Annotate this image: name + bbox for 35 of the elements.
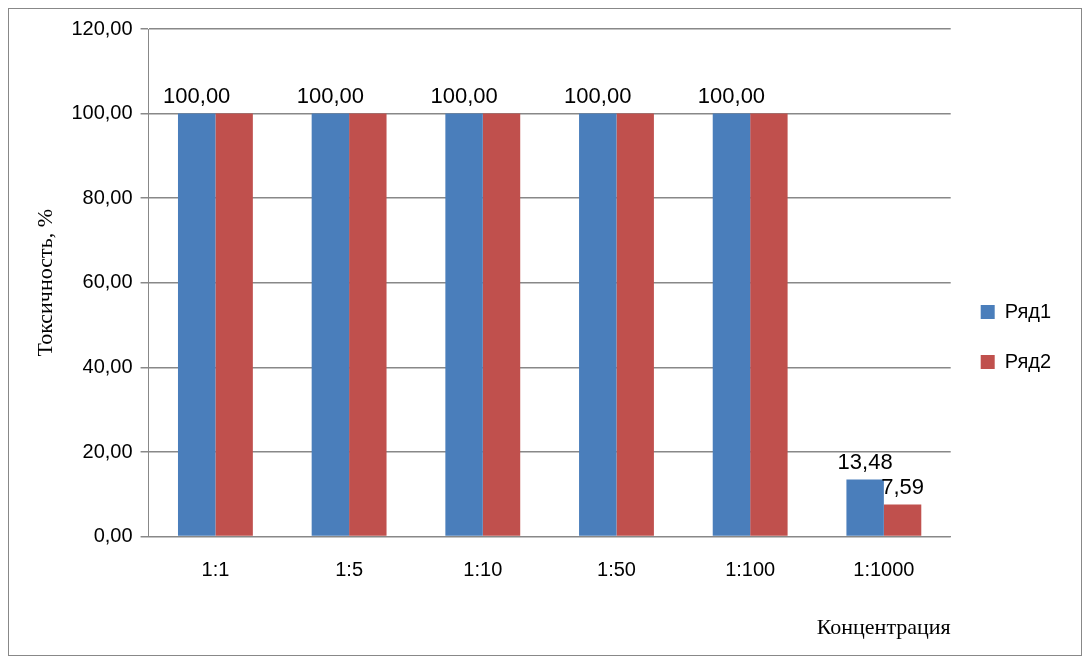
- y-tick-label: 40,00: [82, 354, 133, 377]
- bar: [311, 113, 350, 536]
- y-tick-label: 100,00: [71, 101, 133, 124]
- x-tick-label: 1:100: [725, 558, 776, 581]
- bar: [883, 504, 922, 536]
- data-label: 100,00: [163, 82, 231, 108]
- y-tick-label: 80,00: [82, 185, 133, 208]
- y-tick-label: 60,00: [82, 270, 133, 293]
- x-tick-label: 1:1000: [853, 558, 915, 581]
- x-tick-label: 1:10: [463, 558, 503, 581]
- data-label: 100,00: [564, 82, 632, 108]
- bar: [349, 113, 387, 536]
- y-tick-label: 20,00: [82, 439, 133, 462]
- data-label: 13,48: [837, 448, 893, 474]
- bar: [482, 113, 521, 536]
- x-tick-label: 1:1: [201, 558, 230, 581]
- bar: [616, 113, 654, 536]
- bar: [712, 113, 751, 536]
- data-label: 100,00: [697, 82, 766, 108]
- x-tick-label: 1:5: [335, 558, 364, 581]
- legend-label: Ряд1: [1004, 299, 1052, 322]
- bar: [579, 113, 617, 536]
- y-tick-label: 0,00: [93, 524, 133, 547]
- bar: [750, 113, 788, 536]
- bar: [445, 113, 483, 536]
- bar: [846, 479, 884, 536]
- data-label: 100,00: [430, 82, 498, 108]
- x-axis-title: Концентрация: [816, 613, 951, 639]
- bar: [177, 113, 216, 536]
- y-axis-title: Токсичность, %: [31, 209, 57, 357]
- legend-label: Ряд2: [1004, 349, 1052, 372]
- bar: [215, 113, 253, 536]
- data-label: 100,00: [296, 82, 365, 108]
- y-tick-label: 120,00: [71, 16, 133, 39]
- x-tick-label: 1:50: [597, 558, 636, 581]
